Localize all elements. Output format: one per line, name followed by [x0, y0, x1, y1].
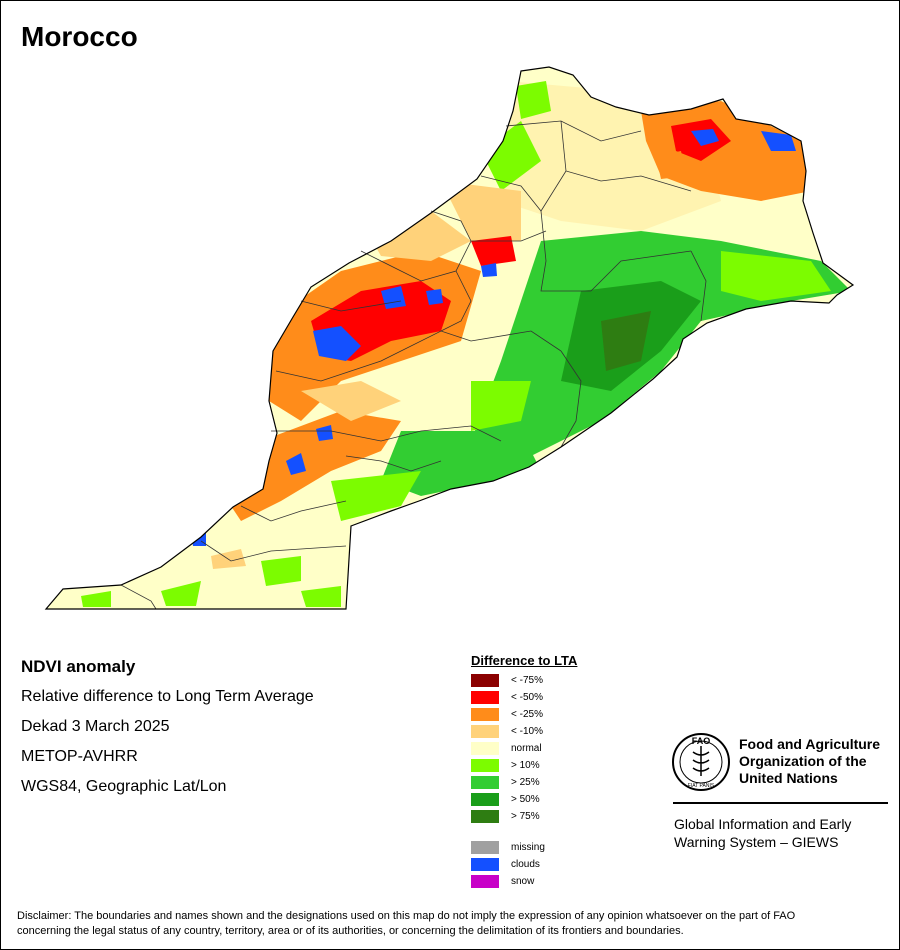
legend-item: < -25% — [471, 706, 577, 723]
org-name-line3: United Nations — [739, 770, 838, 786]
map-info: NDVI anomaly Relative difference to Long… — [21, 657, 314, 807]
legend-label: < -50% — [511, 692, 543, 703]
legend-item: > 75% — [471, 808, 577, 825]
legend-item: missing — [471, 839, 577, 856]
legend-item: < -75% — [471, 672, 577, 689]
legend-label: > 75% — [511, 811, 540, 822]
legend-label: snow — [511, 876, 535, 887]
legend-label: < -75% — [511, 675, 543, 686]
legend-item: > 10% — [471, 757, 577, 774]
ndvi-anomaly-map — [45, 66, 854, 610]
legend-swatch — [471, 691, 499, 704]
legend-label: < -10% — [511, 726, 543, 737]
legend-extras: missing clouds snow — [471, 839, 577, 890]
divider — [673, 802, 888, 804]
legend-label: < -25% — [511, 709, 543, 720]
anomaly-raster — [46, 67, 853, 609]
org-name-line1: Food and Agriculture — [739, 736, 881, 752]
period-label: Dekad 3 March 2025 — [21, 718, 170, 735]
legend-label: > 50% — [511, 794, 540, 805]
org-name-line2: Organization of the — [739, 753, 867, 769]
legend-swatch — [471, 674, 499, 687]
legend-swatch — [471, 793, 499, 806]
fao-logo-motto: FIAT PANIS — [688, 783, 715, 789]
legend-swatch — [471, 708, 499, 721]
organization-name: Food and Agriculture Organization of the… — [739, 736, 880, 787]
legend-swatch — [471, 725, 499, 738]
disclaimer-line2: concerning the legal status of any count… — [17, 925, 684, 937]
giews-line1: Global Information and Early — [674, 816, 852, 832]
giews-label: Global Information and Early Warning Sys… — [674, 815, 851, 851]
legend-label: normal — [511, 743, 542, 754]
legend-item: > 25% — [471, 774, 577, 791]
legend-item: > 50% — [471, 791, 577, 808]
map-title: Morocco — [21, 21, 138, 52]
legend-swatch — [471, 776, 499, 789]
legend: Difference to LTA < -75% < -50% < -25% < -1… — [471, 653, 577, 890]
disclaimer-line1: Disclaimer: The boundaries and names sho… — [17, 910, 796, 922]
legend-swatch — [471, 858, 499, 871]
product-description: Relative difference to Long Term Average — [21, 688, 314, 705]
product-name: NDVI anomaly — [21, 657, 136, 676]
legend-item: < -50% — [471, 689, 577, 706]
legend-title: Difference to LTA — [471, 653, 578, 668]
disclaimer: Disclaimer: The boundaries and names sho… — [17, 909, 887, 939]
legend-label: missing — [511, 842, 545, 853]
fao-logo-icon: FAO FIAT PANIS — [672, 733, 730, 791]
legend-label: clouds — [511, 859, 540, 870]
legend-item: snow — [471, 873, 577, 890]
legend-item: clouds — [471, 856, 577, 873]
legend-swatch — [471, 810, 499, 823]
sensor-label: METOP-AVHRR — [21, 748, 138, 765]
legend-swatch — [471, 841, 499, 854]
admin-boundaries — [120, 120, 707, 610]
legend-swatch — [471, 759, 499, 772]
fao-logo-letters: FAO — [692, 736, 711, 746]
legend-label: > 10% — [511, 760, 540, 771]
legend-classes: < -75% < -50% < -25% < -10% normal > 10% > 25%… — [471, 672, 577, 825]
projection-label: WGS84, Geographic Lat/Lon — [21, 778, 227, 795]
legend-item: < -10% — [471, 723, 577, 740]
giews-line2: Warning System – GIEWS — [674, 834, 839, 850]
legend-swatch — [471, 875, 499, 888]
legend-swatch — [471, 742, 499, 755]
legend-item: normal — [471, 740, 577, 757]
legend-label: > 25% — [511, 777, 540, 788]
